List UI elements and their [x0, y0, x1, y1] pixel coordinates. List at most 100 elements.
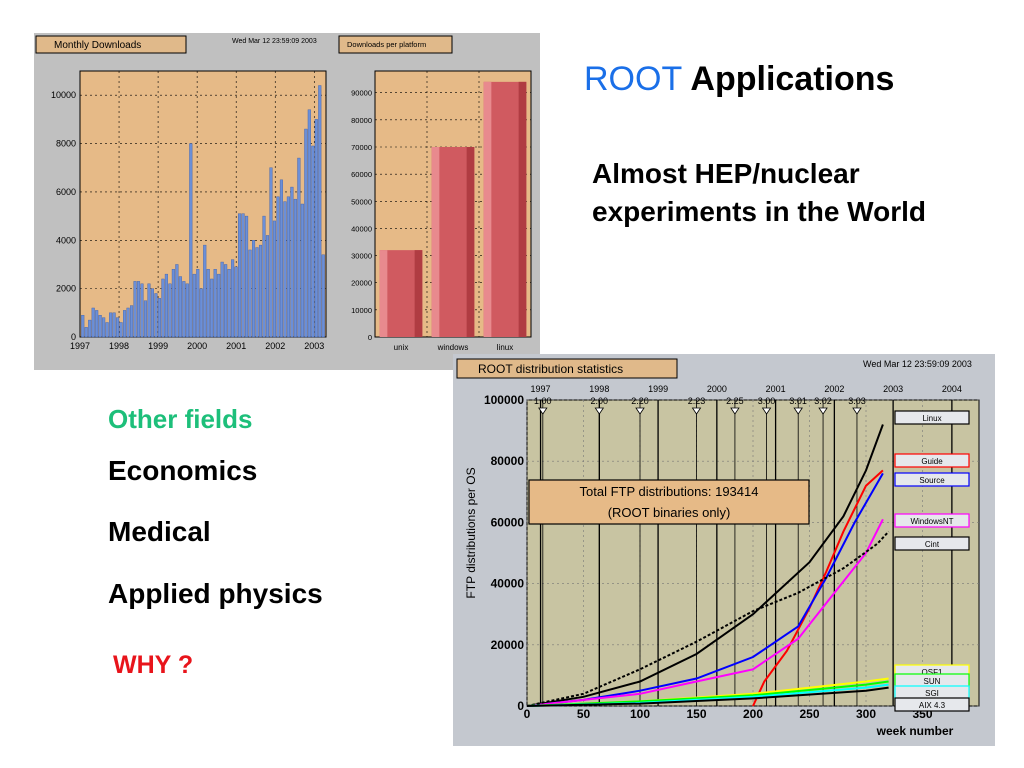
series-line — [526, 686, 889, 707]
bar — [140, 283, 144, 338]
release-arrow — [691, 407, 702, 415]
bar-shade — [466, 147, 475, 337]
bar — [116, 317, 120, 338]
distribution-stats-chart: ROOT distribution statistics Wed Mar 12 2… — [453, 354, 995, 746]
y-tick-label: 80000 — [351, 116, 372, 125]
bar — [129, 305, 134, 338]
x-tick-label: unix — [394, 343, 409, 352]
bar — [206, 269, 210, 338]
year-label: 2004 — [942, 384, 962, 394]
bar — [154, 293, 158, 338]
series-line — [526, 424, 884, 707]
bar — [290, 186, 294, 338]
release-arrow — [635, 407, 645, 415]
x-tick-label: 0 — [524, 707, 531, 721]
chart-timestamp: Wed Mar 12 23:59:09 2003 — [232, 38, 317, 45]
x-tick-label: 300 — [856, 707, 876, 721]
y-tick-label: 20000 — [491, 638, 525, 652]
bar — [227, 269, 231, 338]
bar — [157, 298, 161, 338]
y-tick-label: 0 — [368, 333, 372, 342]
x-tick-label: 150 — [686, 707, 706, 721]
series-tag-label: Linux — [922, 414, 941, 423]
series-line — [752, 469, 884, 707]
series-tag-label: WindowsNT — [910, 517, 953, 526]
series-tag-label: Cint — [925, 540, 940, 549]
release-label: 2.20 — [631, 396, 649, 406]
bar — [251, 240, 256, 338]
x-tick-label: 2001 — [226, 341, 246, 351]
bar — [147, 283, 151, 338]
bar — [123, 310, 127, 338]
bar — [224, 264, 228, 338]
title-box — [35, 35, 187, 54]
bar — [136, 281, 141, 338]
y-tick-label: 2000 — [56, 284, 76, 294]
series-tag-box — [894, 410, 970, 425]
bar — [185, 283, 189, 338]
y-tick-label: 10000 — [351, 306, 372, 315]
y-axis-label: FTP distributions per OS — [464, 467, 478, 598]
y-tick-label: 40000 — [491, 577, 525, 591]
series-tag-box — [894, 453, 970, 468]
bar — [192, 273, 196, 338]
y-tick-label: 60000 — [491, 515, 525, 529]
release-arrow — [793, 407, 803, 415]
bar — [265, 235, 270, 338]
other-fields-heading: Other fields — [108, 404, 253, 434]
release-arrow — [594, 407, 605, 415]
y-tick-label: 10000 — [51, 90, 76, 100]
bar — [88, 319, 92, 338]
year-label: 2000 — [707, 384, 727, 394]
series-tag-box — [894, 472, 970, 487]
monthly-downloads-chart: Monthly Downloads Wed Mar 12 23:59:09 200… — [34, 33, 337, 370]
bar — [102, 317, 106, 338]
bar — [213, 269, 217, 338]
bar — [210, 278, 214, 338]
y-tick-label: 50000 — [351, 197, 372, 206]
year-label: 1997 — [531, 384, 551, 394]
x-tick-label: 1998 — [109, 341, 129, 351]
y-tick-label: 60000 — [351, 170, 372, 179]
series-line — [526, 518, 884, 707]
bar — [241, 213, 245, 338]
bar — [171, 269, 175, 338]
field-economics: Economics — [108, 455, 258, 486]
series-tag-label: SUN — [924, 677, 941, 686]
slide-title: ROOT Applications — [584, 60, 894, 99]
bar — [255, 247, 259, 338]
year-label: 2003 — [883, 384, 903, 394]
x-tick-label: 1997 — [70, 341, 90, 351]
bar — [119, 322, 123, 338]
y-tick-label: 8000 — [56, 139, 76, 149]
y-tick-label: 40000 — [351, 224, 372, 233]
bar — [318, 85, 322, 338]
bar — [283, 201, 287, 338]
year-label: 1998 — [589, 384, 609, 394]
x-tick-label: 2002 — [265, 341, 285, 351]
chart-title: Monthly Downloads — [54, 40, 141, 51]
bar — [272, 220, 277, 338]
bar — [217, 273, 221, 338]
bar — [150, 288, 155, 338]
title-rest: Applications — [690, 60, 895, 98]
bar — [98, 315, 102, 338]
y-tick-label: 70000 — [351, 143, 372, 152]
series-tag-label: OSF1 — [922, 668, 943, 677]
bar-highlight — [483, 81, 492, 337]
y-tick-label: 30000 — [351, 252, 372, 261]
release-label: 1.00 — [534, 396, 552, 406]
slide-subtitle: Almost HEP/nuclear experiments in the Wo… — [592, 158, 926, 227]
bar — [248, 249, 252, 338]
release-arrow — [761, 407, 772, 415]
title-accent: ROOT — [584, 60, 683, 98]
bar — [231, 259, 235, 338]
bar — [105, 322, 109, 338]
y-tick-label: 100000 — [484, 393, 524, 407]
annotation-line: (ROOT binaries only) — [608, 505, 731, 520]
bar — [307, 109, 311, 338]
title-box — [338, 35, 453, 54]
bar — [81, 315, 85, 338]
bar — [203, 244, 207, 338]
series-tag-label: AIX 4.3 — [919, 701, 946, 710]
